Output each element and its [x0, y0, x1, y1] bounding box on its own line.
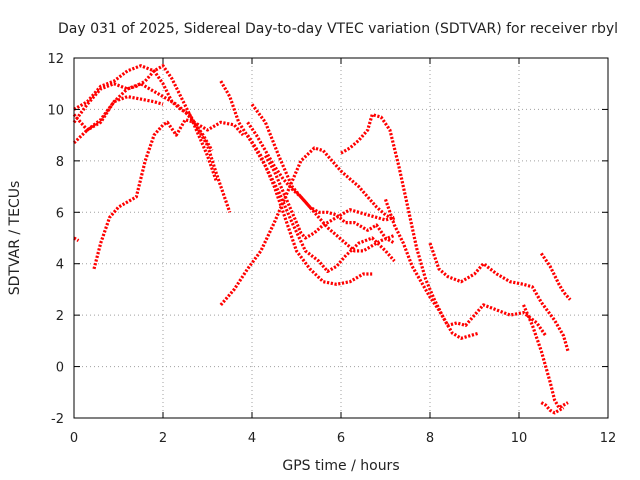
series-track-6 [92, 118, 245, 270]
y-tick-label: 2 [56, 309, 64, 324]
x-axis-ticks: 0 2 4 6 8 10 12 [70, 58, 616, 446]
x-tick-label: 8 [426, 431, 434, 446]
x-axis-label: GPS time / hours [282, 458, 399, 474]
chart-title: Day 031 of 2025, Sidereal Day-to-day VTE… [58, 21, 618, 37]
x-tick-label: 0 [70, 431, 78, 446]
series-track-3 [72, 64, 218, 182]
series-track-9 [246, 121, 395, 253]
series-track-1 [73, 236, 80, 242]
series-track-4 [72, 82, 214, 152]
y-tick-label: -2 [51, 412, 64, 427]
series-track-5 [72, 94, 164, 132]
series-track-13 [340, 112, 480, 340]
series-track-11 [246, 134, 373, 286]
series-track-2 [73, 64, 232, 213]
series-track-18 [539, 252, 572, 301]
series-track-12 [264, 154, 395, 240]
grid [74, 58, 608, 418]
series-track-7 [219, 80, 396, 273]
y-tick-label: 12 [47, 52, 64, 67]
y-tick-label: 6 [56, 206, 64, 221]
series-group [72, 64, 572, 415]
x-tick-label: 4 [248, 431, 256, 446]
series-track-10 [250, 103, 396, 245]
y-tick-label: 8 [56, 155, 64, 170]
series-track-17 [540, 401, 565, 415]
y-tick-label: 10 [47, 103, 64, 118]
y-tick-label: 0 [56, 361, 64, 376]
x-tick-label: 2 [159, 431, 167, 446]
y-tick-label: 4 [56, 258, 64, 273]
y-axis-label: SDTVAR / TECUs [7, 181, 23, 296]
x-tick-label: 12 [600, 431, 617, 446]
series-track-16 [522, 304, 569, 410]
series-track-8 [219, 146, 396, 306]
series-track-15 [428, 242, 570, 352]
x-tick-label: 10 [511, 431, 528, 446]
y-axis-ticks: -2 0 2 4 6 8 10 12 [47, 52, 608, 427]
x-tick-label: 6 [337, 431, 345, 446]
